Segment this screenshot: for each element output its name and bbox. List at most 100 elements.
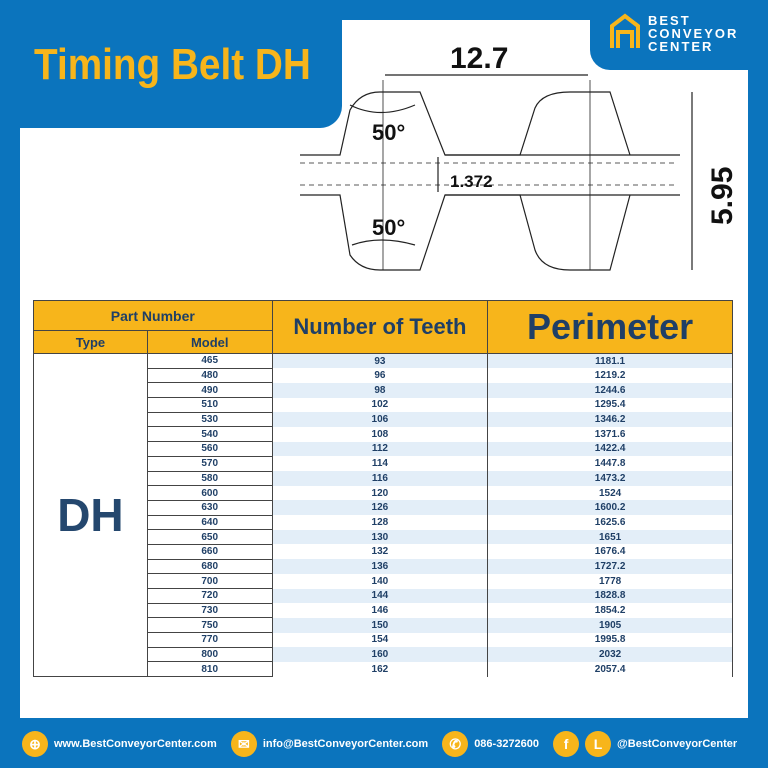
line-icon[interactable]: L	[585, 731, 612, 757]
model-cell: 600	[146, 485, 273, 501]
table-row: 490 98 1244.6	[34, 382, 733, 399]
teeth-cell: 112	[271, 441, 489, 457]
teeth-cell: 96	[271, 368, 489, 383]
table-row: 530 106 1346.2	[34, 411, 733, 428]
perimeter-cell: 1181.1	[487, 353, 733, 369]
perimeter-cell: 1727.2	[487, 559, 733, 574]
model-cell: 810	[146, 661, 273, 678]
teeth-cell: 102	[271, 397, 489, 413]
type-cell: DH	[33, 352, 148, 678]
header-part-number: Part Number	[33, 300, 273, 331]
perimeter-cell: 1995.8	[487, 632, 733, 648]
table-row: 510 102 1295.4	[34, 397, 733, 413]
table-row: 570 114 1447.8	[34, 455, 733, 472]
teeth-cell: 130	[271, 529, 489, 545]
header-perimeter: Perimeter	[487, 300, 733, 354]
height-label: 5.95	[706, 167, 739, 225]
model-cell: 750	[146, 617, 273, 634]
teeth-cell: 154	[271, 632, 489, 648]
title-box	[0, 0, 342, 128]
perimeter-cell: 1600.2	[487, 500, 733, 516]
perimeter-cell: 1854.2	[487, 603, 733, 618]
model-cell: 770	[146, 632, 273, 648]
phone-number[interactable]: 086-3272600	[474, 738, 540, 750]
logo-icon	[610, 13, 640, 48]
table-row: 600 120 1524	[34, 485, 733, 501]
perimeter-cell: 1346.2	[487, 412, 733, 427]
table-row: 650 130 1651	[34, 529, 733, 545]
model-cell: 560	[146, 441, 273, 457]
model-cell: 480	[146, 367, 273, 384]
teeth-cell: 120	[271, 485, 489, 501]
phone-icon: ✆	[442, 731, 469, 757]
header-model: Model	[146, 330, 273, 354]
model-cell: 510	[146, 397, 273, 413]
model-cell: 700	[146, 573, 273, 589]
model-cell: 660	[146, 543, 273, 560]
table-row: 560 112 1422.4	[34, 441, 733, 457]
table-row: 730 146 1854.2	[34, 602, 733, 619]
model-cell: 530	[146, 411, 273, 428]
perimeter-cell: 1905	[487, 617, 733, 633]
model-cell: 730	[146, 602, 273, 619]
perimeter-cell: 1625.6	[487, 515, 733, 530]
table-row: 770 154 1995.8	[34, 632, 733, 648]
angle-bottom-label: 50°	[372, 215, 405, 240]
model-cell: 630	[146, 499, 273, 516]
model-cell: 570	[146, 455, 273, 472]
perimeter-cell: 1473.2	[487, 471, 733, 486]
perimeter-cell: 1651	[487, 529, 733, 545]
teeth-cell: 106	[271, 412, 489, 427]
teeth-cell: 144	[271, 588, 489, 604]
pitch-label: 12.7	[450, 42, 508, 75]
perimeter-cell: 2057.4	[487, 661, 733, 677]
table-row: DH 465 93 1181.1	[33, 352, 733, 678]
teeth-cell: 128	[271, 515, 489, 530]
teeth-cell: 126	[271, 500, 489, 516]
teeth-cell: 140	[271, 573, 489, 589]
perimeter-cell: 1219.2	[487, 368, 733, 383]
page-title: Timing Belt DH	[34, 40, 311, 89]
table-row: 700 140 1778	[34, 573, 733, 589]
model-cell: 800	[146, 646, 273, 663]
perimeter-cell: 1447.8	[487, 456, 733, 471]
website-link[interactable]: www.BestConveyorCenter.com	[54, 738, 217, 750]
table-row: 660 132 1676.4	[34, 543, 733, 560]
perimeter-cell: 1244.6	[487, 382, 733, 398]
table-row: 480 96 1219.2	[34, 367, 733, 384]
perimeter-cell: 1371.6	[487, 426, 733, 442]
table-row: 810 162 2057.4	[34, 661, 733, 678]
model-cell: 720	[146, 588, 273, 604]
model-cell: 540	[146, 426, 273, 443]
teeth-cell: 93	[271, 353, 489, 369]
perimeter-cell: 1295.4	[487, 397, 733, 413]
angle-top-label: 50°	[372, 120, 405, 145]
globe-icon: ⊕	[22, 731, 48, 757]
facebook-icon[interactable]: f	[553, 731, 580, 757]
model-cell: 680	[146, 558, 273, 575]
social-handle[interactable]: @BestConveyorCenter	[617, 738, 738, 750]
perimeter-cell: 1828.8	[487, 588, 733, 604]
teeth-cell: 160	[271, 647, 489, 662]
perimeter-cell: 1778	[487, 573, 733, 589]
model-cell: 490	[146, 382, 273, 399]
teeth-cell: 136	[271, 559, 489, 574]
table-row: 580 116 1473.2	[34, 470, 733, 487]
table-row: 540 108 1371.6	[34, 426, 733, 443]
model-cell: 580	[146, 470, 273, 487]
table-row: 800 160 2032	[34, 646, 733, 663]
teeth-cell: 150	[271, 617, 489, 633]
model-cell: 650	[146, 529, 273, 545]
header-type: Type	[33, 330, 148, 354]
table-row: 720 144 1828.8	[34, 588, 733, 604]
table-row: 630 126 1600.2	[34, 499, 733, 516]
spec-table: Part Number Number of Teeth Perimeter Ty…	[33, 300, 733, 678]
teeth-cell: 146	[271, 603, 489, 618]
perimeter-cell: 1524	[487, 485, 733, 501]
header-teeth: Number of Teeth	[271, 300, 489, 354]
email-link[interactable]: info@BestConveyorCenter.com	[262, 738, 429, 750]
teeth-cell: 108	[271, 426, 489, 442]
perimeter-cell: 1422.4	[487, 441, 733, 457]
teeth-cell: 116	[271, 471, 489, 486]
model-cell: 640	[146, 514, 273, 531]
